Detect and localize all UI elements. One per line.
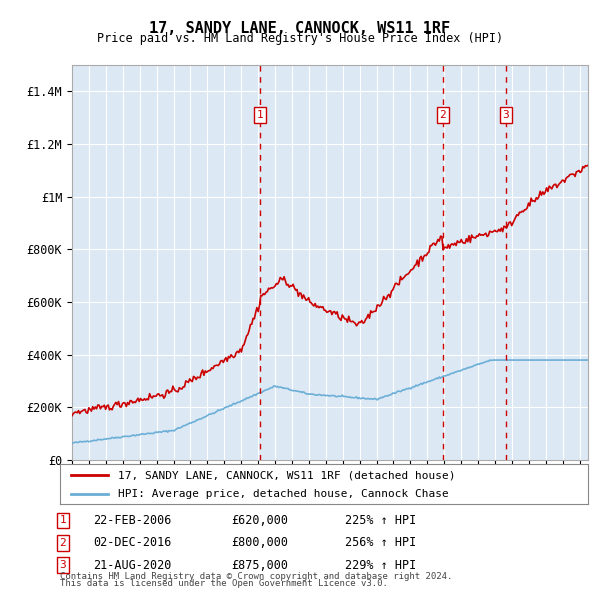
Text: 3: 3	[59, 560, 67, 570]
Text: 3: 3	[502, 110, 509, 120]
Text: £800,000: £800,000	[231, 536, 288, 549]
Text: 256% ↑ HPI: 256% ↑ HPI	[345, 536, 416, 549]
Text: 02-DEC-2016: 02-DEC-2016	[93, 536, 172, 549]
Text: £620,000: £620,000	[231, 514, 288, 527]
Text: 1: 1	[257, 110, 263, 120]
Text: Contains HM Land Registry data © Crown copyright and database right 2024.: Contains HM Land Registry data © Crown c…	[60, 572, 452, 581]
Text: 17, SANDY LANE, CANNOCK, WS11 1RF: 17, SANDY LANE, CANNOCK, WS11 1RF	[149, 21, 451, 35]
Text: 2: 2	[59, 538, 67, 548]
Text: Price paid vs. HM Land Registry's House Price Index (HPI): Price paid vs. HM Land Registry's House …	[97, 32, 503, 45]
Text: 229% ↑ HPI: 229% ↑ HPI	[345, 559, 416, 572]
Text: 17, SANDY LANE, CANNOCK, WS11 1RF (detached house): 17, SANDY LANE, CANNOCK, WS11 1RF (detac…	[118, 470, 455, 480]
Text: 225% ↑ HPI: 225% ↑ HPI	[345, 514, 416, 527]
Text: 22-FEB-2006: 22-FEB-2006	[93, 514, 172, 527]
Text: 21-AUG-2020: 21-AUG-2020	[93, 559, 172, 572]
Text: This data is licensed under the Open Government Licence v3.0.: This data is licensed under the Open Gov…	[60, 579, 388, 588]
Text: HPI: Average price, detached house, Cannock Chase: HPI: Average price, detached house, Cann…	[118, 489, 449, 499]
Text: 1: 1	[59, 516, 67, 525]
Text: 2: 2	[439, 110, 446, 120]
Text: £875,000: £875,000	[231, 559, 288, 572]
